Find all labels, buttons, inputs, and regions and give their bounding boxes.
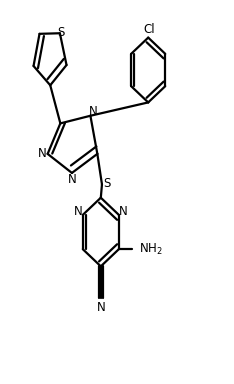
Text: N: N (89, 105, 98, 118)
Text: N: N (74, 205, 83, 218)
Text: N: N (68, 173, 76, 186)
Text: N: N (96, 301, 105, 314)
Text: Cl: Cl (143, 23, 155, 36)
Text: N: N (119, 205, 127, 218)
Text: NH$_2$: NH$_2$ (139, 242, 163, 257)
Text: S: S (103, 177, 111, 190)
Text: S: S (57, 26, 65, 39)
Text: N: N (38, 147, 47, 160)
